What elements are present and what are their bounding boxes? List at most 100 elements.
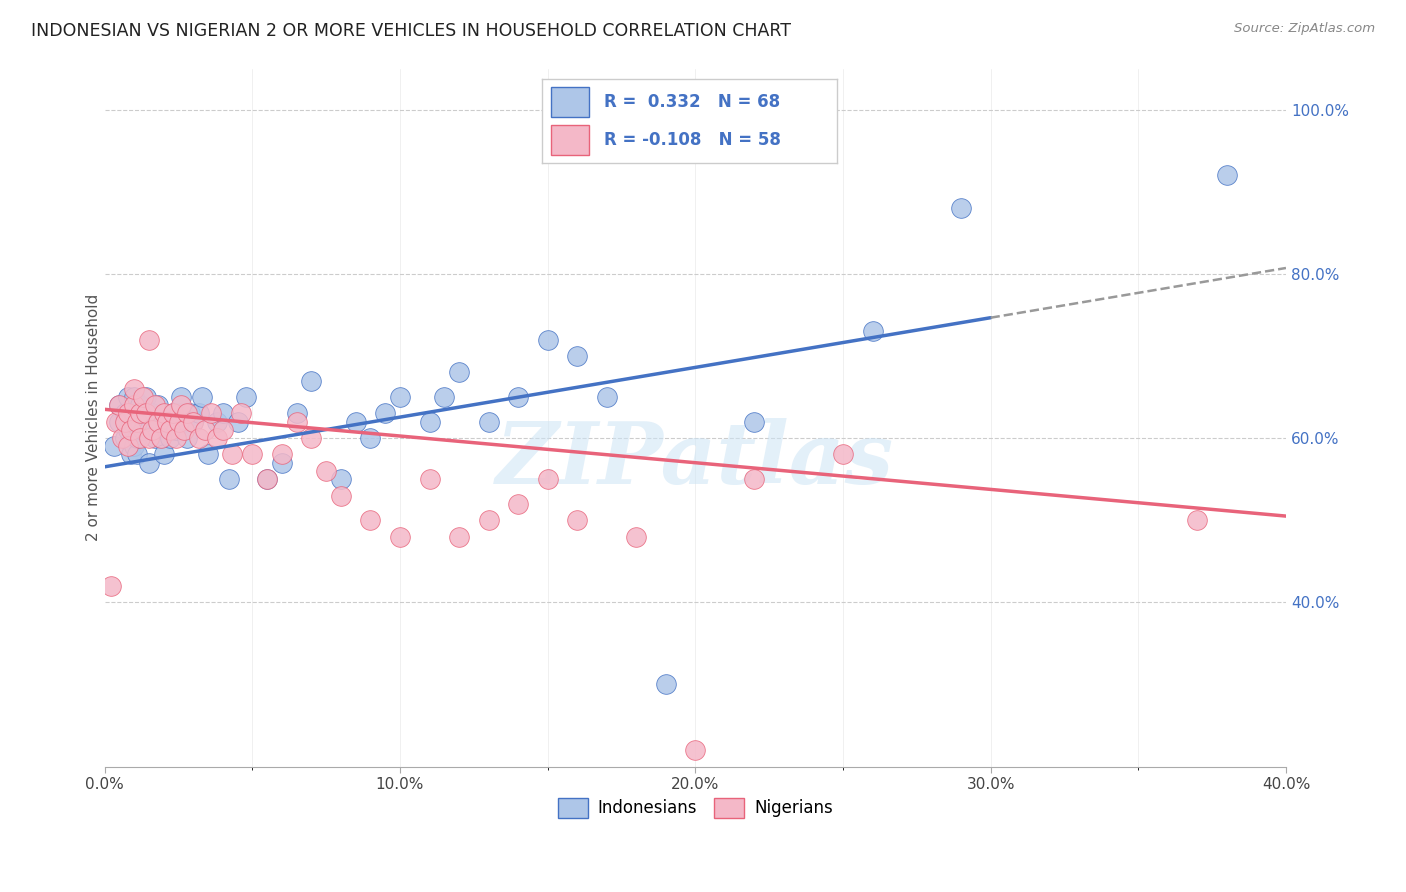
Point xyxy=(188,431,211,445)
Point xyxy=(655,677,678,691)
Point xyxy=(449,365,471,379)
Y-axis label: 2 or more Vehicles in Household: 2 or more Vehicles in Household xyxy=(86,294,101,541)
Point xyxy=(950,201,973,215)
Point xyxy=(129,415,152,429)
Point xyxy=(129,398,152,412)
Point xyxy=(162,406,184,420)
Point xyxy=(127,415,149,429)
Point xyxy=(111,431,134,445)
Point xyxy=(537,333,560,347)
Point xyxy=(138,456,160,470)
Point xyxy=(149,431,172,445)
Point xyxy=(108,398,131,412)
Point xyxy=(122,423,145,437)
Point xyxy=(132,406,155,420)
Point xyxy=(159,431,181,445)
Point xyxy=(127,431,149,445)
Point xyxy=(862,324,884,338)
Point xyxy=(149,431,172,445)
Point xyxy=(744,415,766,429)
Point xyxy=(359,431,381,445)
Point xyxy=(165,431,187,445)
Point xyxy=(197,448,219,462)
Point xyxy=(270,456,292,470)
Point xyxy=(117,439,139,453)
Point xyxy=(105,415,128,429)
Point xyxy=(567,513,589,527)
Legend: Indonesians, Nigerians: Indonesians, Nigerians xyxy=(551,791,839,824)
Point xyxy=(176,406,198,420)
Point xyxy=(433,390,456,404)
Point xyxy=(117,406,139,420)
Point xyxy=(159,423,181,437)
Point xyxy=(132,390,155,404)
Point xyxy=(359,513,381,527)
Point xyxy=(135,406,157,420)
Point xyxy=(122,382,145,396)
Point xyxy=(191,390,214,404)
Point xyxy=(167,406,190,420)
Point xyxy=(537,472,560,486)
Point xyxy=(100,579,122,593)
Point xyxy=(832,448,855,462)
Point xyxy=(103,439,125,453)
Point xyxy=(129,431,152,445)
Point xyxy=(226,415,249,429)
Point xyxy=(165,423,187,437)
Point xyxy=(388,530,411,544)
Point xyxy=(256,472,278,486)
Point xyxy=(221,448,243,462)
Point xyxy=(685,743,707,757)
Point xyxy=(194,423,217,437)
Point xyxy=(120,448,142,462)
Point xyxy=(143,431,166,445)
Point xyxy=(478,513,501,527)
Point xyxy=(108,415,131,429)
Point xyxy=(299,374,322,388)
Point xyxy=(1216,169,1239,183)
Point xyxy=(156,415,179,429)
Text: INDONESIAN VS NIGERIAN 2 OR MORE VEHICLES IN HOUSEHOLD CORRELATION CHART: INDONESIAN VS NIGERIAN 2 OR MORE VEHICLE… xyxy=(31,22,792,40)
Point xyxy=(122,390,145,404)
Text: Source: ZipAtlas.com: Source: ZipAtlas.com xyxy=(1234,22,1375,36)
Point xyxy=(132,423,155,437)
Point xyxy=(478,415,501,429)
Point xyxy=(135,390,157,404)
Point xyxy=(146,415,169,429)
Point xyxy=(138,333,160,347)
Point xyxy=(170,398,193,412)
Point xyxy=(200,406,222,420)
Point xyxy=(188,406,211,420)
Point xyxy=(120,423,142,437)
Text: ZIPatlas: ZIPatlas xyxy=(496,417,894,501)
Point xyxy=(138,431,160,445)
Point xyxy=(205,415,228,429)
Point xyxy=(374,406,396,420)
Point xyxy=(152,448,174,462)
Point xyxy=(285,406,308,420)
Point xyxy=(156,415,179,429)
Point xyxy=(162,406,184,420)
Point xyxy=(329,472,352,486)
Point xyxy=(181,415,204,429)
Point xyxy=(146,415,169,429)
Point xyxy=(270,448,292,462)
Point xyxy=(143,398,166,412)
Point xyxy=(229,406,252,420)
Point xyxy=(114,406,136,420)
Point xyxy=(117,423,139,437)
Point xyxy=(508,390,530,404)
Point xyxy=(122,439,145,453)
Point xyxy=(181,415,204,429)
Point xyxy=(205,431,228,445)
Point xyxy=(256,472,278,486)
Point xyxy=(146,398,169,412)
Point xyxy=(108,398,131,412)
Point xyxy=(285,415,308,429)
Point xyxy=(138,423,160,437)
Point xyxy=(218,472,240,486)
Point xyxy=(449,530,471,544)
Point xyxy=(167,415,190,429)
Point xyxy=(418,415,440,429)
Point xyxy=(596,390,619,404)
